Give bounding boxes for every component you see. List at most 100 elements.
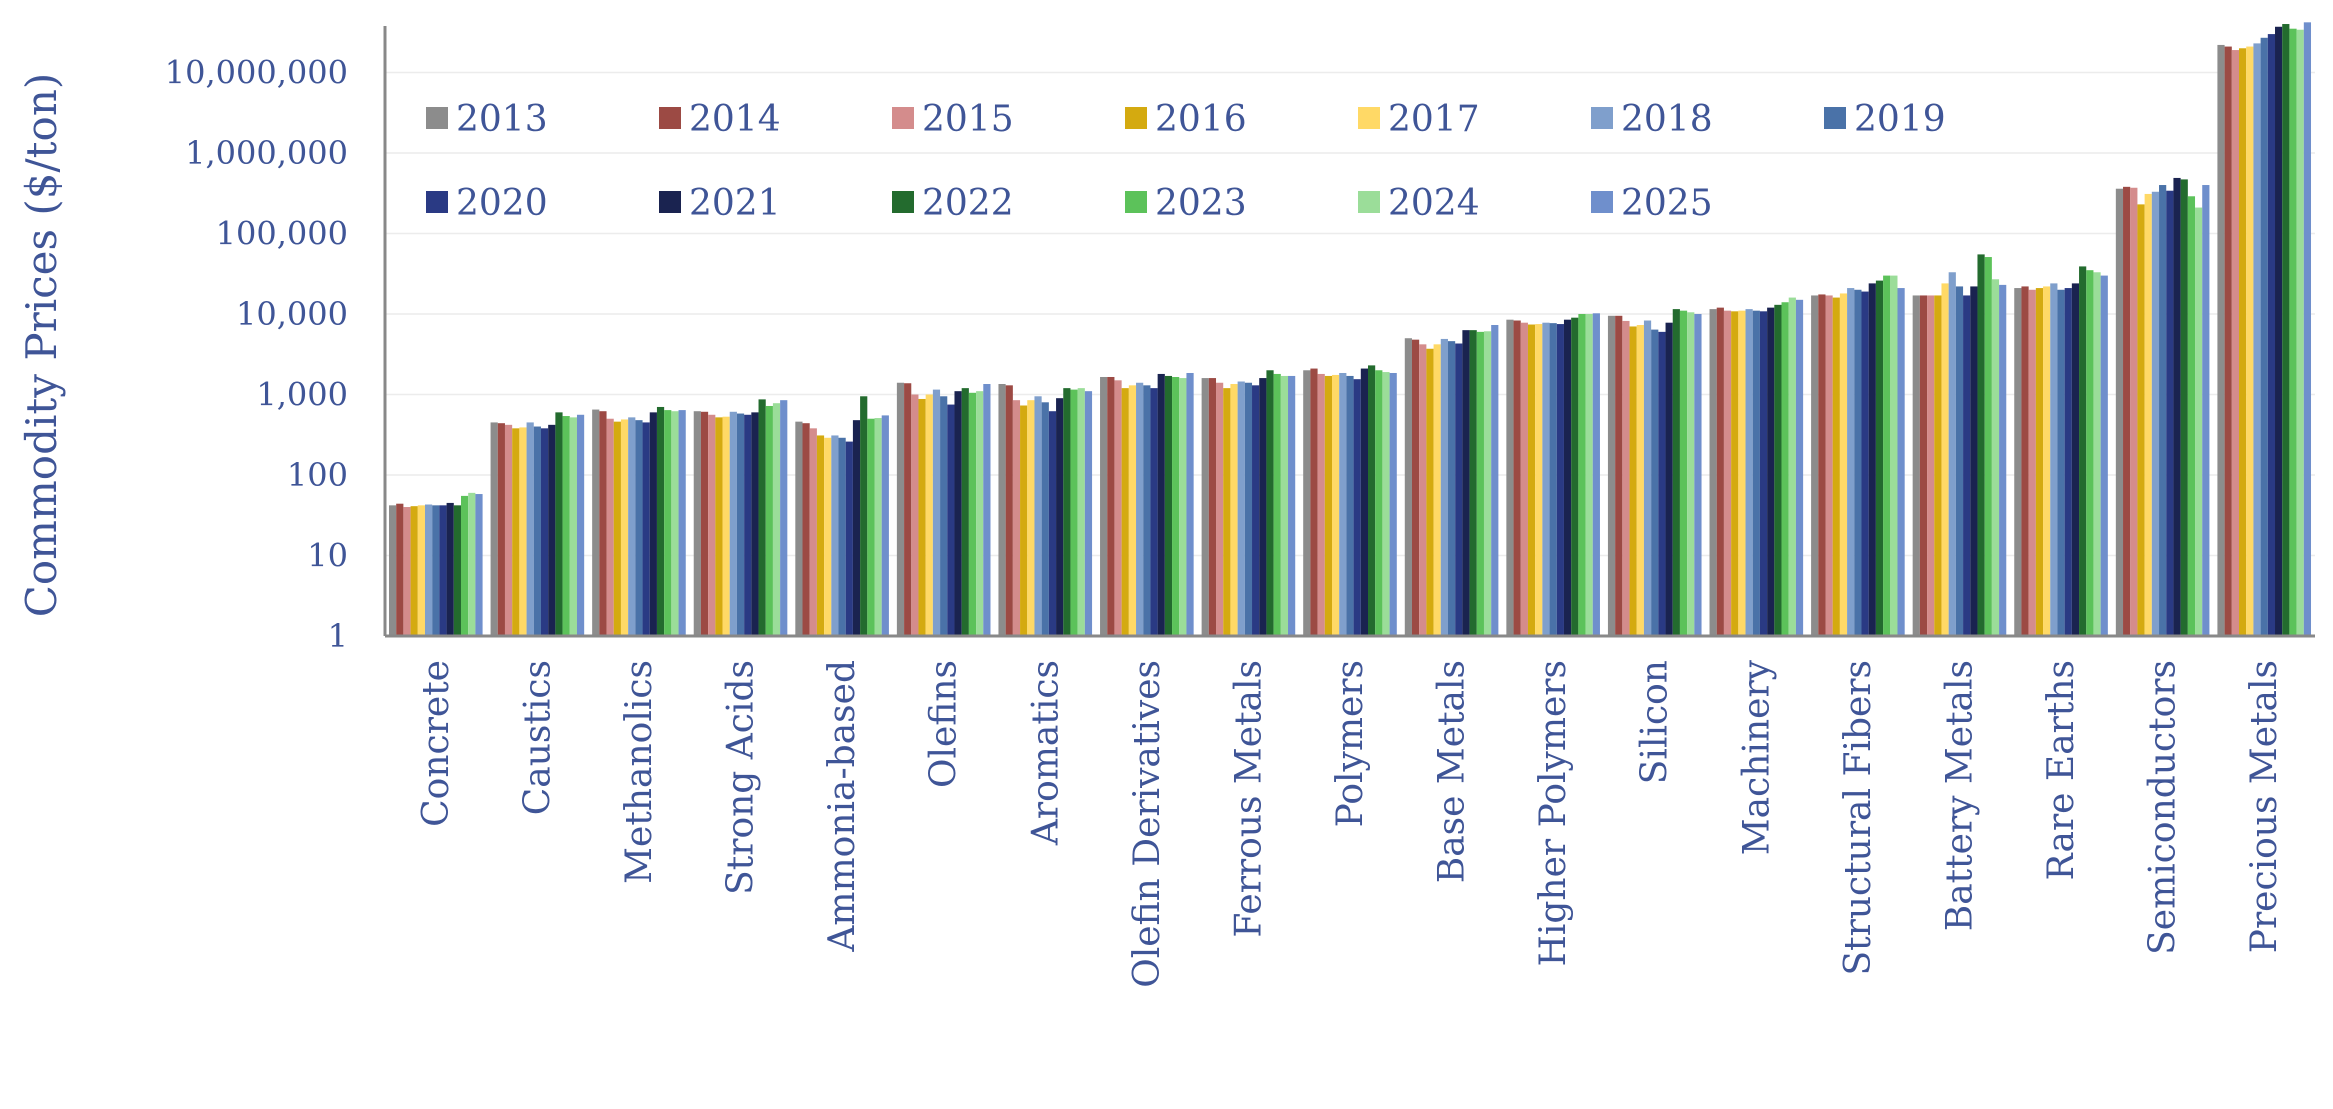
bar xyxy=(1839,293,1848,636)
bar xyxy=(744,414,752,636)
bar xyxy=(2071,283,2080,636)
bar xyxy=(396,503,404,636)
bar xyxy=(1339,372,1347,636)
bar xyxy=(765,405,773,636)
bar xyxy=(1433,344,1441,636)
bar xyxy=(1520,322,1528,636)
y-tick-label: 100,000 xyxy=(216,215,348,253)
bar xyxy=(424,504,433,636)
bar xyxy=(751,412,759,636)
bar xyxy=(2137,204,2145,636)
bar xyxy=(2303,22,2312,636)
bar xyxy=(1012,400,1021,636)
bar xyxy=(2195,207,2203,636)
bar xyxy=(656,406,665,636)
bar xyxy=(1919,295,1928,636)
bar xyxy=(403,507,411,636)
category-label: Olefins xyxy=(924,660,965,788)
category-label: Strong Acids xyxy=(721,660,762,895)
bar xyxy=(1999,284,2007,636)
bar xyxy=(2159,185,2167,636)
bar xyxy=(2260,37,2268,636)
bar xyxy=(1745,309,1753,636)
bar xyxy=(845,441,853,636)
bar xyxy=(758,399,766,636)
bar xyxy=(460,495,469,636)
bar xyxy=(1084,391,1093,636)
bar xyxy=(1912,295,1920,636)
category-label: Ammonia-based xyxy=(822,660,863,953)
bar xyxy=(1252,385,1260,636)
bar xyxy=(453,505,461,636)
bar xyxy=(1723,310,1732,636)
bar xyxy=(715,417,723,636)
bar xyxy=(1927,295,1935,636)
bar xyxy=(606,418,614,636)
bar xyxy=(1984,257,1992,636)
legend-label: 2018 xyxy=(1621,99,1713,140)
legend-swatch xyxy=(1591,107,1613,129)
bar xyxy=(1549,323,1557,636)
bar xyxy=(2180,179,2188,636)
bar xyxy=(1426,348,1434,636)
y-tick-label: 100 xyxy=(287,456,348,494)
legend-swatch xyxy=(426,191,448,213)
bar xyxy=(569,417,577,636)
bar xyxy=(432,505,440,636)
legend-label: 2016 xyxy=(1155,99,1247,140)
bar xyxy=(1223,388,1231,636)
bar xyxy=(1665,322,1673,636)
bar xyxy=(1658,331,1666,636)
bar xyxy=(576,414,585,636)
bar xyxy=(613,421,621,636)
bar xyxy=(1317,373,1325,636)
bar xyxy=(1419,344,1427,636)
category-label: Base Metals xyxy=(1432,660,1473,883)
legend-label: 2024 xyxy=(1388,183,1480,224)
bar xyxy=(664,410,672,636)
bar xyxy=(504,424,513,636)
bar xyxy=(1854,289,1862,636)
bar xyxy=(1020,405,1028,636)
bar xyxy=(497,423,505,636)
bar xyxy=(1818,294,1826,636)
legend-label: 2022 xyxy=(922,183,1014,224)
bar xyxy=(1179,378,1187,636)
bar xyxy=(1774,304,1782,636)
bar xyxy=(620,419,629,636)
bar xyxy=(700,411,709,636)
bar xyxy=(1672,309,1680,636)
bar xyxy=(2043,286,2051,636)
category-label: Aromatics xyxy=(1025,660,1066,846)
bar xyxy=(1273,373,1281,636)
bar xyxy=(490,422,498,636)
bar xyxy=(2115,188,2124,636)
bar xyxy=(772,403,781,636)
bar xyxy=(1389,372,1397,636)
bar xyxy=(519,427,527,636)
legend-swatch xyxy=(659,107,681,129)
bar xyxy=(388,505,397,636)
bar xyxy=(2224,46,2232,637)
bar xyxy=(729,411,737,636)
category-label: Rare Earths xyxy=(2041,660,2082,880)
bar xyxy=(1280,375,1289,636)
bar xyxy=(1847,288,1855,636)
bar xyxy=(1585,314,1593,636)
bar xyxy=(649,412,657,636)
bar xyxy=(599,411,607,636)
category-label: Machinery xyxy=(1736,659,1777,855)
bar xyxy=(2035,288,2044,636)
bar xyxy=(1941,283,1949,636)
bar xyxy=(2231,50,2240,637)
bar xyxy=(976,391,984,636)
bar xyxy=(1216,382,1224,636)
bar xyxy=(1709,309,1717,636)
bar xyxy=(1288,375,1296,636)
bar xyxy=(1244,382,1253,636)
bar xyxy=(1150,388,1158,636)
bar xyxy=(816,435,825,636)
legend-swatch xyxy=(892,107,914,129)
legend-label: 2021 xyxy=(689,183,781,224)
category-label: Higher Polymers xyxy=(1533,660,1574,967)
